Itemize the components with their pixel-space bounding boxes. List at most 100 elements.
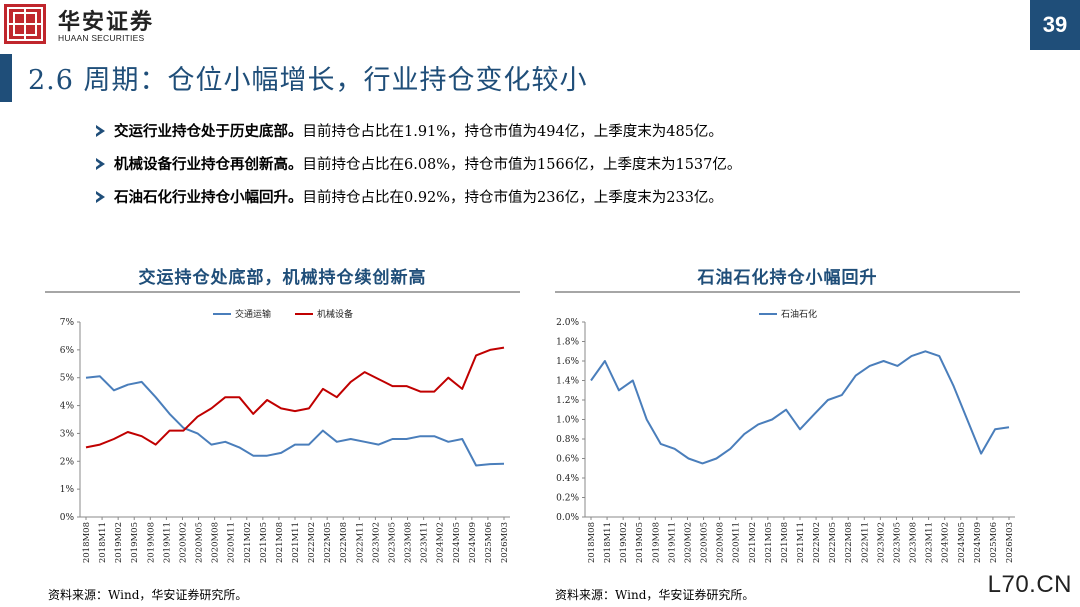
right-chart-x-tick-label: 2018M11 — [603, 522, 613, 563]
left-chart-x-tick-label: 2023M05 — [387, 522, 397, 563]
left-chart-y-tick-label: 7% — [60, 318, 75, 328]
left-chart-x-tick-label: 2020M11 — [227, 522, 237, 563]
right-chart-legend: 石油石化 — [759, 308, 817, 320]
right-chart-x-tick-label: 2020M08 — [716, 522, 726, 563]
left-chart-x-tick-label: 2020M08 — [211, 522, 221, 563]
arrow-bullet-icon — [96, 158, 105, 170]
page-number: 39 — [1030, 0, 1080, 50]
left-chart-x-tick-label: 2025M06 — [484, 522, 494, 563]
brand-name-cn: 华安证券 — [58, 9, 155, 35]
chart-divider-right — [555, 291, 1020, 293]
chart-divider-left — [45, 291, 520, 293]
left-chart-x-tick-label: 2019M11 — [162, 522, 172, 563]
right-chart-x-tick-label: 2020M11 — [732, 522, 742, 563]
left-chart-x-tick-label: 2021M08 — [275, 522, 285, 563]
chart-right: 0.0% 0.2% 0.4% 0.6% 0.8% 1.0% 1.2% 1.4% 1.6% 1.8%… — [556, 308, 1015, 563]
left-chart-x-tick-label: 2023M08 — [404, 522, 414, 563]
right-chart-y-tick-label: 0.2% — [556, 494, 579, 504]
left-chart-x-tick-label: 2024M05 — [452, 522, 462, 563]
chart-title-left: 交运持仓处底部，机械持仓续创新高 — [138, 268, 427, 288]
left-chart-x-tick-label: 2018M11 — [98, 522, 108, 563]
right-chart-x-tick-label: 2022M02 — [812, 522, 822, 563]
left-chart-y-tick-label: 5% — [60, 374, 75, 384]
title-accent-bar — [0, 54, 12, 102]
left-chart-y-tick-label: 4% — [60, 402, 75, 412]
left-chart-series-line-2 — [85, 346, 505, 449]
left-chart-legend-label: 交通运输 — [235, 308, 271, 320]
right-chart-y-tick-label: 1.4% — [556, 377, 579, 387]
right-chart-legend-label: 石油石化 — [781, 308, 817, 320]
bullet-bold: 交运行业持仓处于历史底部。 — [114, 123, 303, 140]
right-chart-x-tick-label: 2026M03 — [1005, 522, 1015, 563]
bullet-text: 目前持仓占比在0.92%，持仓市值为236亿，上季度末为233亿。 — [302, 190, 723, 206]
right-chart-x-tick-label: 2019M08 — [651, 522, 661, 563]
bullet-item: 交运行业持仓处于历史底部。目前持仓占比在1.91%，持仓市值为494亿，上季度末… — [96, 120, 1056, 153]
watermark: L70.CN — [987, 571, 1072, 598]
left-chart-axes: 0% 1% 2% 3% 4% 5% 6% 7% 2018M08 2018M11 2019M02 201… — [60, 318, 510, 563]
right-chart-y-tick-label: 1.2% — [556, 396, 579, 406]
page-title: 2.6 周期：仓位小幅增长，行业持仓变化较小 — [28, 65, 588, 96]
left-chart-x-tick-label: 2022M11 — [355, 522, 365, 563]
left-chart-x-tick-label: 2024M02 — [436, 522, 446, 563]
right-chart-y-tick-label: 0.6% — [556, 455, 579, 465]
bullet-list: 交运行业持仓处于历史底部。目前持仓占比在1.91%，持仓市值为494亿，上季度末… — [96, 120, 1056, 219]
left-chart-x-tick-label: 2026M03 — [500, 522, 510, 563]
right-chart-y-tick-label: 1.6% — [556, 357, 579, 367]
right-chart-x-tick-label: 2022M05 — [828, 522, 838, 563]
bullet-text: 目前持仓占比在1.91%，持仓市值为494亿，上季度末为485亿。 — [302, 124, 723, 140]
right-chart-x-tick-label: 2019M05 — [635, 522, 645, 563]
right-chart-x-tick-label: 2023M02 — [876, 522, 886, 563]
left-chart-x-tick-label: 2020M02 — [178, 522, 188, 563]
bullet-text: 目前持仓占比在6.08%，持仓市值为1566亿，上季度末为1537亿。 — [302, 157, 742, 173]
brand-name-en: HUAAN SECURITIES — [58, 33, 145, 43]
right-chart-x-tick-label: 2020M05 — [700, 522, 710, 563]
right-chart-y-tick-label: 1.8% — [556, 338, 579, 348]
right-chart-x-tick-label: 2024M05 — [957, 522, 967, 563]
left-chart-y-tick-label: 6% — [60, 346, 75, 356]
chart-title-right: 石油石化持仓小幅回升 — [697, 268, 878, 288]
left-chart-x-tick-label: 2023M02 — [371, 522, 381, 563]
right-chart-x-tick-label: 2025M06 — [989, 522, 999, 563]
right-chart-x-tick-label: 2023M05 — [892, 522, 902, 563]
right-chart-x-tick-label: 2024M02 — [941, 522, 951, 563]
left-chart-legend-label: 机械设备 — [317, 308, 353, 320]
right-chart-x-tick-label: 2021M02 — [748, 522, 758, 563]
right-chart-x-tick-label: 2018M08 — [587, 522, 597, 563]
left-chart-x-tick-label: 2019M08 — [146, 522, 156, 563]
left-chart-y-tick-label: 1% — [60, 485, 75, 495]
right-chart-x-tick-label: 2021M11 — [796, 522, 806, 563]
left-chart-x-tick-label: 2024M09 — [468, 522, 478, 563]
right-chart-x-tick-label: 2019M02 — [619, 522, 629, 563]
right-chart-y-tick-label: 1.0% — [556, 416, 579, 426]
left-chart-series-line-1 — [85, 375, 505, 467]
right-chart-x-tick-label: 2021M05 — [764, 522, 774, 563]
right-chart-y-tick-label: 0.8% — [556, 435, 579, 445]
right-chart-y-tick-label: 0.4% — [556, 474, 579, 484]
source-note-left: 资料来源：Wind，华安证券研究所。 — [48, 588, 248, 602]
right-chart-x-tick-label: 2020M02 — [683, 522, 693, 563]
left-chart-x-tick-label: 2019M02 — [114, 522, 124, 563]
right-chart-x-tick-label: 2023M11 — [925, 522, 935, 563]
left-chart-x-tick-label: 2019M05 — [130, 522, 140, 563]
source-note-right: 资料来源：Wind，华安证券研究所。 — [555, 588, 755, 602]
left-chart-x-tick-label: 2022M05 — [323, 522, 333, 563]
right-chart-x-tick-label: 2023M08 — [909, 522, 919, 563]
left-chart-x-tick-label: 2022M02 — [307, 522, 317, 563]
right-chart-x-tick-label: 2021M08 — [780, 522, 790, 563]
bullet-bold: 机械设备行业持仓再创新高。 — [114, 156, 303, 173]
right-chart-y-tick-label: 2.0% — [556, 318, 579, 328]
chart-left: 0% 1% 2% 3% 4% 5% 6% 7% 2018M08 2018M11 2019M02 201… — [60, 308, 510, 563]
left-chart-x-tick-label: 2021M02 — [243, 522, 253, 563]
left-chart-x-tick-label: 2022M08 — [339, 522, 349, 563]
left-chart-x-tick-label: 2018M08 — [82, 522, 92, 563]
right-chart-series-line-1 — [590, 350, 1010, 465]
bullet-bold: 石油石化行业持仓小幅回升。 — [114, 189, 303, 206]
left-chart-x-tick-label: 2020M05 — [195, 522, 205, 563]
arrow-bullet-icon — [96, 191, 105, 203]
right-chart-x-tick-label: 2022M08 — [844, 522, 854, 563]
left-chart-x-tick-label: 2021M11 — [291, 522, 301, 563]
left-chart-y-tick-label: 3% — [60, 429, 75, 439]
right-chart-axes: 0.0% 0.2% 0.4% 0.6% 0.8% 1.0% 1.2% 1.4% 1.6% 1.8%… — [556, 318, 1015, 563]
right-chart-y-tick-label: 0.0% — [556, 513, 579, 523]
right-chart-x-tick-label: 2022M11 — [860, 522, 870, 563]
